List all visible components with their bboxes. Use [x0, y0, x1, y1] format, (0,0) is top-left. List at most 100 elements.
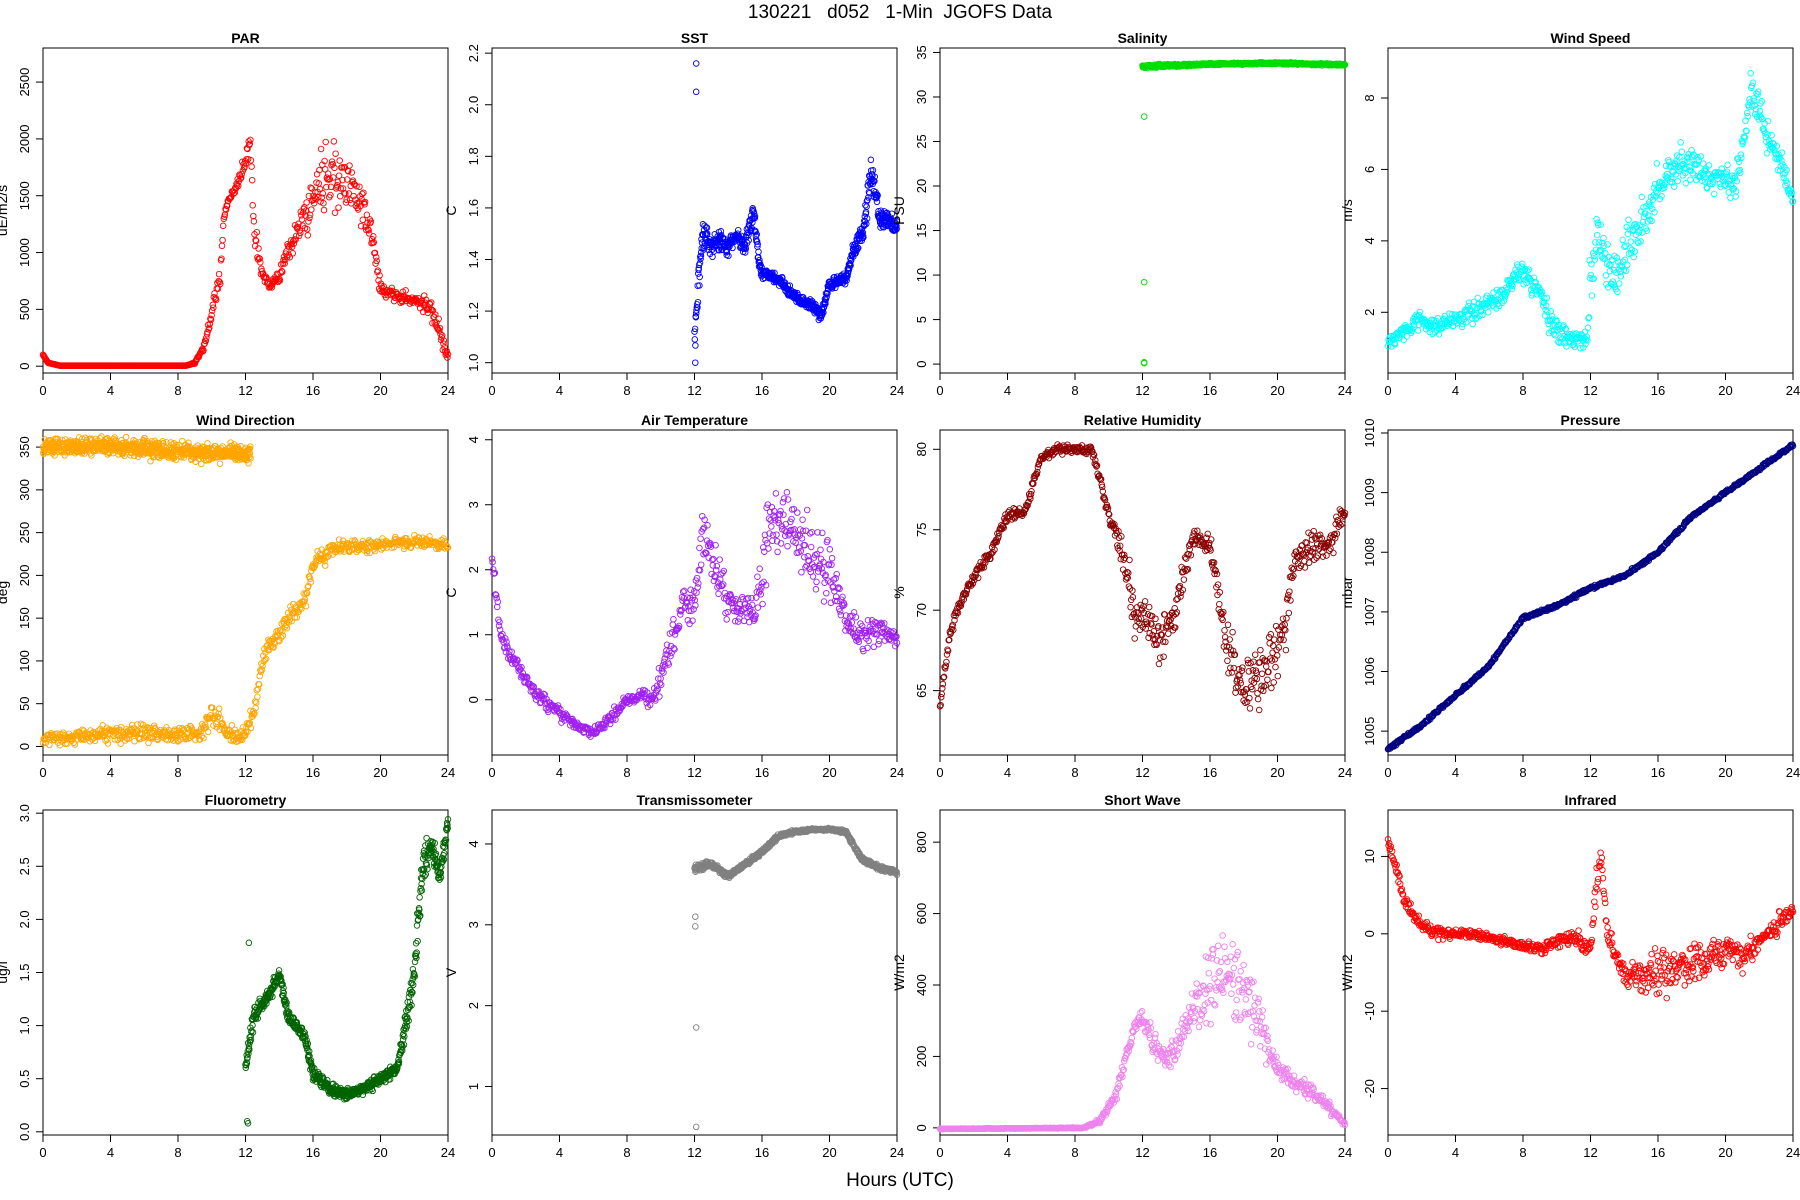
y-tick-label: 30	[914, 90, 929, 104]
data-point	[1140, 359, 1148, 367]
y-axis-label: C	[443, 587, 459, 597]
x-tick-label: 16	[306, 383, 320, 398]
data-point	[859, 229, 867, 236]
data-point	[373, 257, 380, 265]
x-tick-label: 16	[755, 765, 769, 780]
x-tick-label: 12	[238, 383, 252, 398]
data-point	[443, 348, 451, 355]
data-point	[440, 340, 447, 347]
data-point	[276, 277, 284, 284]
x-tick-label: 12	[238, 765, 252, 780]
data-point	[852, 243, 860, 250]
panel-title: Salinity	[1118, 30, 1168, 46]
x-tick-label: 0	[39, 383, 46, 398]
data-point	[216, 460, 224, 467]
data-point	[823, 293, 830, 300]
data-point	[388, 284, 396, 292]
x-tick-label: 16	[306, 765, 320, 780]
data-point	[212, 296, 220, 304]
data-point	[334, 181, 341, 189]
data-point	[697, 253, 704, 260]
data-points	[488, 489, 901, 740]
data-point	[696, 544, 703, 552]
data-point	[207, 315, 214, 322]
data-point	[691, 328, 698, 335]
y-tick-label: 2000	[17, 124, 32, 153]
data-point	[361, 201, 368, 208]
data-point	[717, 228, 725, 235]
data-point	[290, 240, 298, 247]
data-point	[200, 340, 208, 348]
x-tick-label: 4	[1452, 383, 1459, 398]
data-point	[238, 170, 245, 178]
data-point	[892, 226, 899, 234]
plot-frame	[42, 47, 449, 374]
data-point	[745, 237, 752, 244]
x-tick-label: 24	[441, 383, 455, 398]
x-tick-label: 20	[822, 383, 836, 398]
x-tick-label: 20	[1270, 383, 1284, 398]
data-point	[435, 315, 442, 323]
data-point	[324, 170, 332, 177]
y-axis-label: deg	[0, 581, 10, 604]
data-point	[364, 226, 372, 233]
data-points	[39, 433, 452, 749]
data-point	[248, 176, 256, 184]
y-tick-label: 25	[914, 134, 929, 148]
data-point	[1415, 321, 1422, 329]
data-point	[235, 182, 242, 190]
data-point	[729, 244, 736, 252]
data-point	[420, 292, 428, 299]
data-point	[734, 226, 742, 234]
data-point	[208, 311, 215, 319]
data-point	[317, 145, 325, 153]
data-point	[244, 145, 251, 153]
data-point	[339, 185, 347, 192]
data-point	[360, 189, 367, 196]
y-tick-label: 6	[1362, 166, 1377, 173]
data-point	[861, 221, 868, 229]
data-point	[343, 196, 350, 203]
data-point	[768, 523, 775, 530]
data-point	[696, 273, 703, 281]
y-tick-label: 350	[17, 436, 32, 458]
data-point	[1674, 177, 1681, 185]
data-point	[365, 226, 372, 234]
data-point	[331, 209, 339, 216]
data-point	[817, 546, 824, 554]
data-point	[1744, 113, 1752, 120]
data-point	[692, 88, 700, 96]
data-point	[1678, 148, 1686, 155]
plot-frame	[42, 429, 449, 756]
data-point	[697, 535, 704, 542]
data-point	[697, 252, 705, 259]
data-point	[820, 598, 828, 605]
data-point	[250, 218, 258, 225]
y-axis-label: uE/m2/s	[0, 185, 10, 236]
data-point	[1747, 69, 1754, 77]
data-point	[257, 259, 264, 266]
data-point	[741, 249, 749, 256]
data-point	[312, 189, 319, 196]
data-point	[765, 545, 772, 552]
data-point	[306, 214, 313, 222]
data-point	[346, 162, 353, 169]
data-point	[803, 506, 811, 514]
data-point	[255, 245, 262, 252]
data-point	[204, 728, 212, 736]
data-point	[1627, 238, 1635, 245]
data-point	[278, 267, 285, 275]
data-point	[247, 157, 255, 164]
x-tick-label: 16	[1651, 383, 1665, 398]
data-point	[211, 295, 219, 303]
data-point	[349, 177, 357, 184]
data-point	[813, 578, 820, 586]
data-point	[303, 225, 311, 233]
x-tick-label: 12	[687, 383, 701, 398]
data-point	[253, 228, 261, 236]
y-tick-label: 1.2	[466, 302, 481, 320]
data-point	[893, 218, 901, 225]
data-point	[754, 573, 761, 580]
data-point	[227, 194, 234, 201]
data-point	[289, 250, 296, 257]
